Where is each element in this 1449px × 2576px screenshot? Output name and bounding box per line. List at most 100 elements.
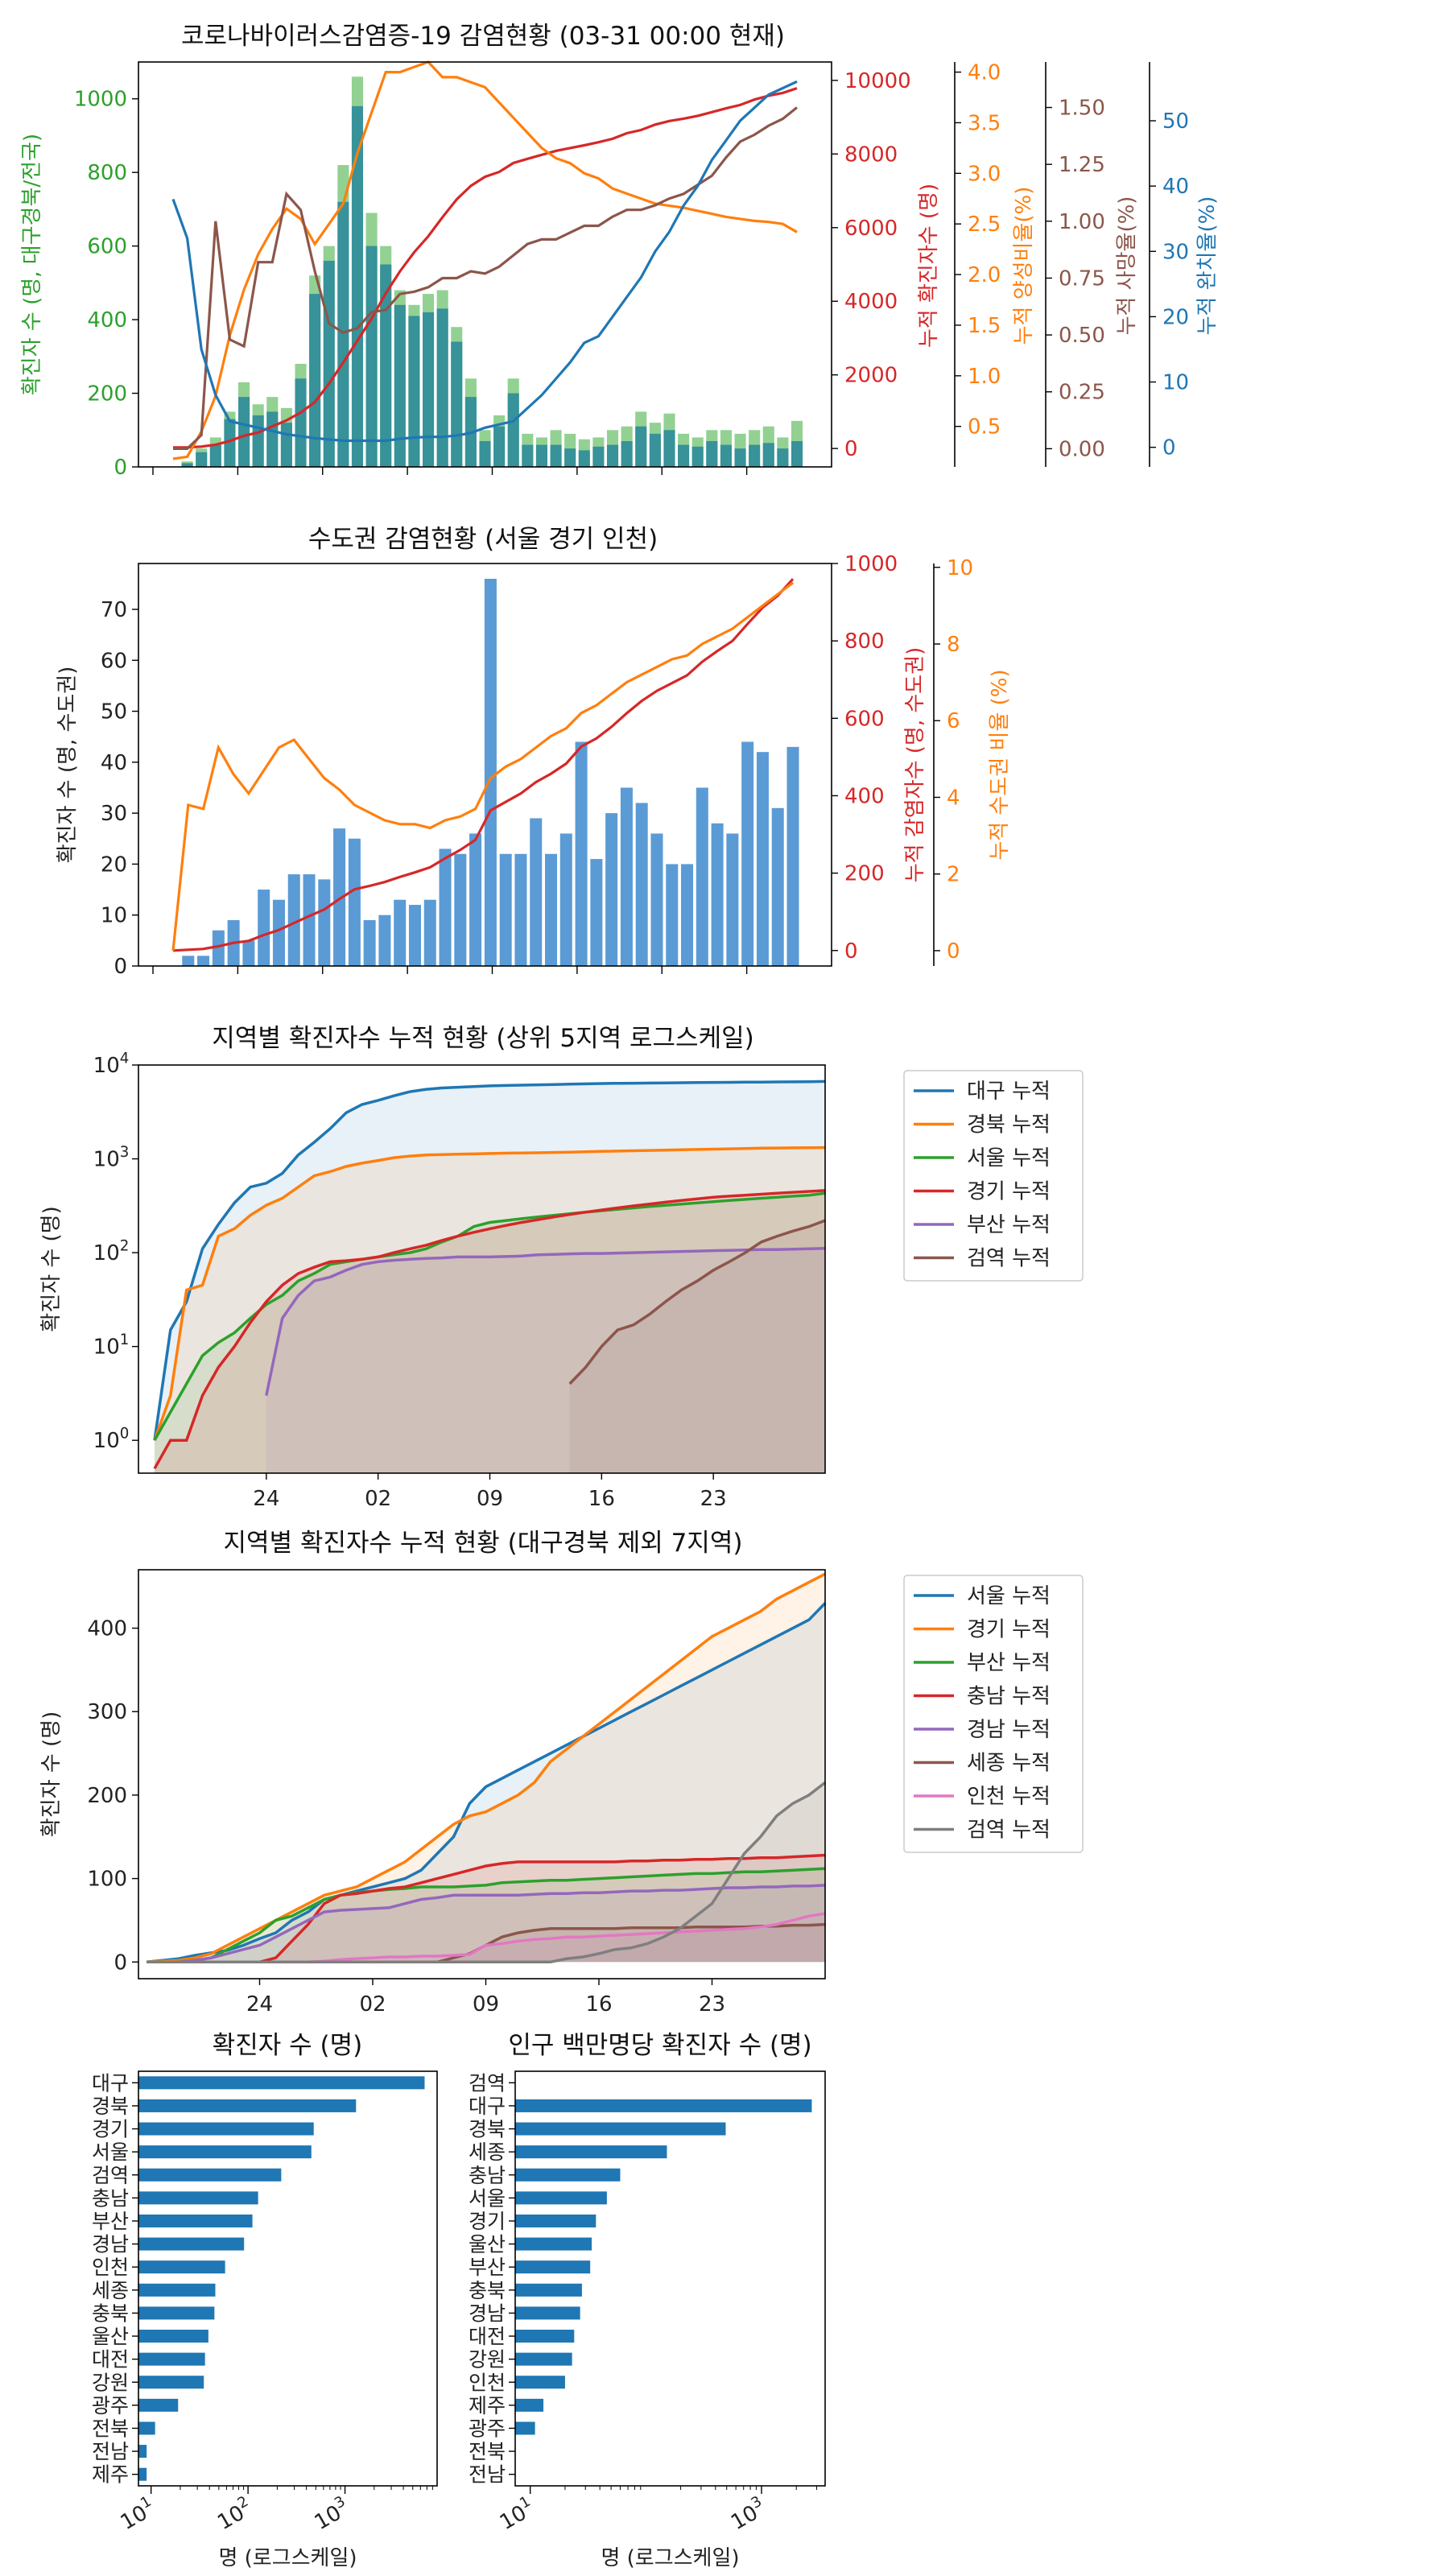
series-line bbox=[153, 1146, 826, 1441]
y-axis-label-right: 누적 감염자수 (명, 수도권) bbox=[903, 647, 927, 883]
bar-daegu-gyeongbuk bbox=[266, 411, 279, 467]
x-tick-label: 23 bbox=[699, 1992, 725, 2017]
y-tick-label: 4 bbox=[947, 786, 960, 810]
x-tick-label: 24 bbox=[253, 1487, 279, 1511]
category-label: 세종 bbox=[469, 2140, 506, 2164]
y-tick-label: 1.5 bbox=[968, 314, 1001, 338]
bar-daily-cases bbox=[726, 833, 739, 966]
y-axis-label-right: 누적 완치율(%) bbox=[1195, 196, 1220, 336]
bar-daily-cases bbox=[575, 741, 588, 966]
panel-national-status: 코로나바이러스감염증-19 감염현황 (03-31 00:00 현재)02004… bbox=[20, 22, 1220, 480]
bar bbox=[515, 2237, 592, 2251]
bar-daegu-gyeongbuk bbox=[606, 444, 619, 467]
bar-daily-cases bbox=[530, 818, 543, 966]
legend-label: 서울 누적 bbox=[967, 1146, 1051, 1170]
x-tick-label: 102 bbox=[212, 2493, 257, 2535]
series-area bbox=[147, 1913, 825, 1963]
legend-label: 경북 누적 bbox=[967, 1113, 1051, 1137]
x-tick-label: 103 bbox=[308, 2493, 353, 2535]
bar-daily-cases bbox=[182, 956, 195, 966]
bar-daegu-gyeongbuk bbox=[635, 426, 647, 467]
bar-daegu-gyeongbuk bbox=[522, 444, 534, 467]
bar-daegu-gyeongbuk bbox=[706, 440, 718, 467]
y-axis-label: 확진자 수 (명) bbox=[39, 1711, 64, 1837]
x-axis-label: 명 (로그스케일) bbox=[218, 2546, 357, 2570]
series-line bbox=[146, 1602, 827, 1964]
y-tick-label: 0.25 bbox=[1059, 381, 1105, 405]
category-label: 충남 bbox=[469, 2164, 506, 2187]
x-tick-label: 23 bbox=[700, 1487, 727, 1511]
bar-daegu-gyeongbuk bbox=[423, 312, 435, 467]
legend-label: 세종 누적 bbox=[967, 1752, 1051, 1776]
bar-daily-cases bbox=[711, 823, 724, 966]
y-tick-label: 1.50 bbox=[1059, 97, 1105, 121]
series-line bbox=[172, 60, 798, 460]
y-tick-label: 400 bbox=[87, 308, 127, 332]
series-area bbox=[147, 1885, 825, 1963]
y-tick-label: 30 bbox=[101, 802, 127, 826]
bar-daily-cases bbox=[394, 899, 407, 966]
bar-daegu-gyeongbuk bbox=[649, 433, 661, 467]
bar bbox=[138, 2076, 425, 2090]
y-axis-label-right: 누적 양성비율(%) bbox=[1012, 187, 1036, 345]
y-tick-label: 100 bbox=[93, 1426, 130, 1454]
y-tick-label: 0 bbox=[947, 939, 960, 964]
category-label: 강원 bbox=[92, 2371, 129, 2394]
chart-title: 지역별 확진자수 누적 현황 (상위 5지역 로그스케일) bbox=[212, 1024, 753, 1053]
y-tick-label: 800 bbox=[844, 630, 885, 654]
bar-daegu-gyeongbuk bbox=[323, 260, 335, 467]
y-tick-label: 1.25 bbox=[1059, 153, 1105, 177]
category-label: 세종 bbox=[92, 2279, 129, 2302]
bar-daily-cases bbox=[363, 920, 376, 966]
bar-daily-cases bbox=[741, 741, 754, 966]
panel-top5-log: 지역별 확진자수 누적 현황 (상위 5지역 로그스케일) 100 101 102 10… bbox=[39, 1024, 1084, 1511]
y-tick-label: 200 bbox=[87, 1784, 127, 1808]
bar-daily-cases bbox=[696, 787, 708, 966]
bar-daegu-gyeongbuk bbox=[663, 430, 675, 467]
legend-label: 서울 누적 bbox=[967, 1584, 1051, 1608]
bar-daily-cases bbox=[348, 838, 361, 966]
bar-daegu-gyeongbuk bbox=[196, 452, 208, 467]
chart-title: 코로나바이러스감염증-19 감염현황 (03-31 00:00 현재) bbox=[181, 22, 785, 51]
category-label: 광주 bbox=[469, 2417, 506, 2440]
bar-daegu-gyeongbuk bbox=[691, 446, 704, 467]
bar bbox=[515, 2421, 535, 2435]
series-line bbox=[146, 1572, 826, 1964]
category-label: 대전 bbox=[92, 2348, 129, 2372]
bar bbox=[138, 2168, 282, 2182]
bar-daegu-gyeongbuk bbox=[309, 294, 321, 467]
x-tick-label: 101 bbox=[114, 2493, 159, 2535]
category-label: 부산 bbox=[92, 2210, 129, 2233]
category-label: 광주 bbox=[92, 2394, 129, 2417]
bar bbox=[515, 2306, 580, 2320]
panel-seven-regions: 지역별 확진자수 누적 현황 (대구경북 제외 7지역) 0 100 200 300 40… bbox=[39, 1529, 1084, 2017]
bar-daegu-gyeongbuk bbox=[238, 397, 250, 467]
bar-daily-cases bbox=[378, 914, 391, 966]
series-line bbox=[147, 1867, 826, 1964]
category-label: 경북 bbox=[469, 2118, 506, 2141]
bar bbox=[138, 2352, 205, 2366]
category-label: 충남 bbox=[92, 2186, 129, 2210]
y-tick-label: 0 bbox=[844, 939, 858, 964]
legend-label: 검역 누적 bbox=[967, 1818, 1051, 1843]
y-tick-label: 100 bbox=[87, 1868, 127, 1892]
bar-daily-cases bbox=[333, 828, 346, 966]
bar-daegu-gyeongbuk bbox=[621, 440, 633, 467]
bar-daegu-gyeongbuk bbox=[678, 444, 690, 467]
bar-daily-cases bbox=[454, 853, 467, 966]
bar-daegu-gyeongbuk bbox=[550, 444, 562, 467]
series-area bbox=[266, 1248, 825, 1473]
bar-daegu-gyeongbuk bbox=[280, 423, 292, 467]
y-tick-label: 200 bbox=[87, 382, 127, 407]
legend-label: 대구 누적 bbox=[967, 1080, 1051, 1104]
bar-daegu-gyeongbuk bbox=[252, 415, 264, 467]
chart-title: 지역별 확진자수 누적 현황 (대구경북 제외 7지역) bbox=[224, 1529, 743, 1558]
category-label: 대전 bbox=[469, 2325, 506, 2348]
bar bbox=[138, 2099, 357, 2112]
y-tick-label: 20 bbox=[101, 852, 127, 877]
x-tick-label: 16 bbox=[588, 1487, 615, 1511]
category-label: 전남 bbox=[92, 2440, 129, 2463]
bar-daegu-gyeongbuk bbox=[777, 448, 789, 467]
bar-daegu-gyeongbuk bbox=[720, 444, 732, 467]
